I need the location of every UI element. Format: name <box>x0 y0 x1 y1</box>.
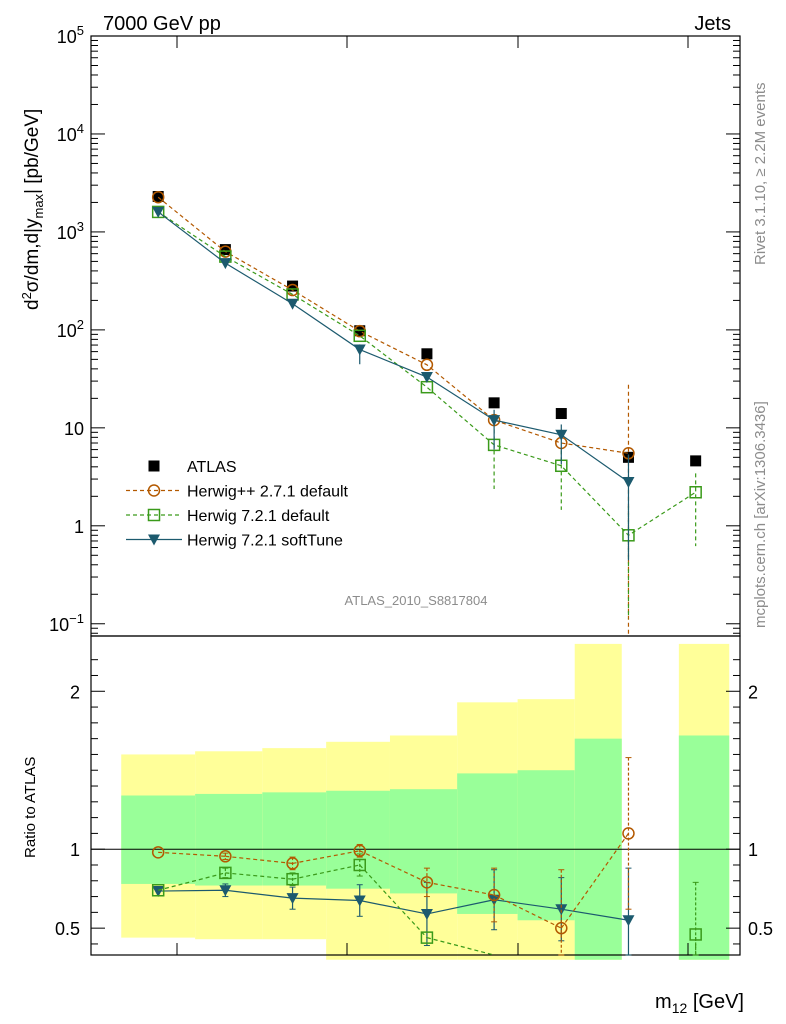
ratio-marker-hpp <box>219 850 232 863</box>
band-inner-5 <box>457 773 518 914</box>
marker-h7soft <box>555 429 568 441</box>
y-axis-title-ratio: Ratio to ATLAS <box>22 757 39 858</box>
legend-label-atlas: ATLAS <box>187 459 237 476</box>
ratio-line-h7def <box>158 864 697 956</box>
marker-h7def <box>689 486 702 499</box>
ratio-line-h7soft <box>158 889 629 921</box>
ratio-tick-label-right: 1 <box>748 840 758 860</box>
header-left: 7000 GeV pp <box>103 13 221 35</box>
y-tick-label: 105 <box>57 23 84 47</box>
axes-frame <box>90 35 741 956</box>
y-tick-label: 104 <box>57 121 84 145</box>
ratio-marker-hpp <box>286 857 299 870</box>
y-tick-label: 1 <box>74 517 84 537</box>
marker-h7soft <box>488 415 501 427</box>
marker-h7soft <box>353 344 366 356</box>
legend-label-hpp: Herwig++ 2.7.1 default <box>187 484 349 501</box>
analysis-label: ATLAS_2010_S8817804 <box>345 593 488 608</box>
ratio-marker-hpp <box>151 846 165 859</box>
mcplots-label: mcplots.cern.ch [arXiv:1306.3436] <box>752 401 769 628</box>
ratio-tick-label-left: 2 <box>70 682 80 702</box>
y-tick-label: 103 <box>57 219 84 243</box>
series-line-h7soft <box>157 211 629 483</box>
ratio-marker-h7soft <box>420 908 433 920</box>
marker-hpp <box>151 190 165 204</box>
marker-h7def <box>353 329 366 343</box>
series-line-hpp <box>157 196 629 454</box>
legend-label-h7def: Herwig 7.2.1 default <box>187 508 330 525</box>
ratio-marker-hpp <box>487 888 501 902</box>
marker-h7soft <box>420 372 433 384</box>
marker-atlas <box>555 408 567 420</box>
main-series <box>151 190 702 636</box>
ratio-marker-h7soft <box>152 886 165 898</box>
marker-hpp <box>420 358 434 372</box>
legend: ATLAS Herwig++ 2.7.1 default Herwig 7.2.1 … <box>126 459 349 550</box>
band-inner-1 <box>195 793 263 886</box>
ratio-marker-hpp <box>420 876 434 889</box>
series-line-h7def <box>157 211 696 537</box>
marker-atlas <box>421 348 433 360</box>
marker-h7soft <box>622 476 635 488</box>
y-tick-label: 10 <box>64 419 84 439</box>
band-inner-3 <box>326 790 390 889</box>
legend-label-h7soft: Herwig 7.2.1 softTune <box>187 533 343 550</box>
legend-marker-atlas <box>148 460 160 472</box>
ratio-uncertainty-bands <box>121 643 730 960</box>
band-inner-4 <box>389 789 458 894</box>
y-axis-title-main: d2σ/dm,d|ymax| [pb/GeV] <box>19 109 46 310</box>
ratio-marker-h7soft <box>622 915 635 927</box>
ratio-tick-label-left: 0.5 <box>55 919 80 939</box>
ratio-marker-h7def <box>219 866 232 880</box>
rivet-label: Rivet 3.1.10, ≥ 2.2M events <box>752 83 769 266</box>
ratio-marker-h7def <box>151 884 165 897</box>
ratio-marker-h7def <box>420 931 434 944</box>
ratio-tick-label-right: 0.5 <box>748 919 773 939</box>
legend-marker-h7def <box>147 508 161 522</box>
marker-h7def <box>420 380 434 394</box>
ratio-marker-h7soft <box>286 893 299 905</box>
marker-atlas <box>287 280 299 292</box>
ratio-tick-label-right: 2 <box>748 682 758 702</box>
marker-atlas <box>690 455 702 467</box>
ratio-y-ticks: 2 2 1 1 0.5 0.5 <box>55 659 773 945</box>
marker-atlas <box>152 190 164 202</box>
ratio-marker-hpp <box>622 827 635 840</box>
ratio-marker-h7soft <box>219 885 232 897</box>
ratio-series <box>151 757 702 956</box>
legend-marker-hpp <box>147 484 161 497</box>
ratio-line-hpp <box>158 833 629 929</box>
x-axis-title: m12 [GeV] <box>655 991 744 1016</box>
marker-atlas <box>488 397 500 409</box>
band-inner-6 <box>517 770 575 921</box>
legend-marker-h7soft <box>148 534 160 546</box>
header-right: Jets <box>694 13 731 35</box>
band-inner-2 <box>262 792 327 886</box>
ratio-marker-h7def <box>689 928 702 941</box>
band-inner-8 <box>678 735 730 960</box>
marker-h7soft <box>286 298 299 310</box>
y-tick-label: 102 <box>57 317 84 341</box>
band-inner-0 <box>121 795 196 884</box>
marker-h7soft <box>152 206 165 218</box>
ratio-panel-frame <box>90 635 741 956</box>
ratio-marker-h7soft <box>353 895 366 907</box>
marker-h7soft <box>219 258 232 270</box>
marker-atlas <box>219 244 231 256</box>
ratio-marker-hpp <box>555 921 568 935</box>
ratio-tick-label-left: 1 <box>70 840 80 860</box>
ratio-marker-hpp <box>353 844 366 858</box>
ratio-marker-h7def <box>353 858 366 872</box>
ratio-marker-h7def <box>286 872 299 886</box>
ratio-marker-h7soft <box>555 904 568 916</box>
y-tick-label: 10−1 <box>49 611 84 635</box>
